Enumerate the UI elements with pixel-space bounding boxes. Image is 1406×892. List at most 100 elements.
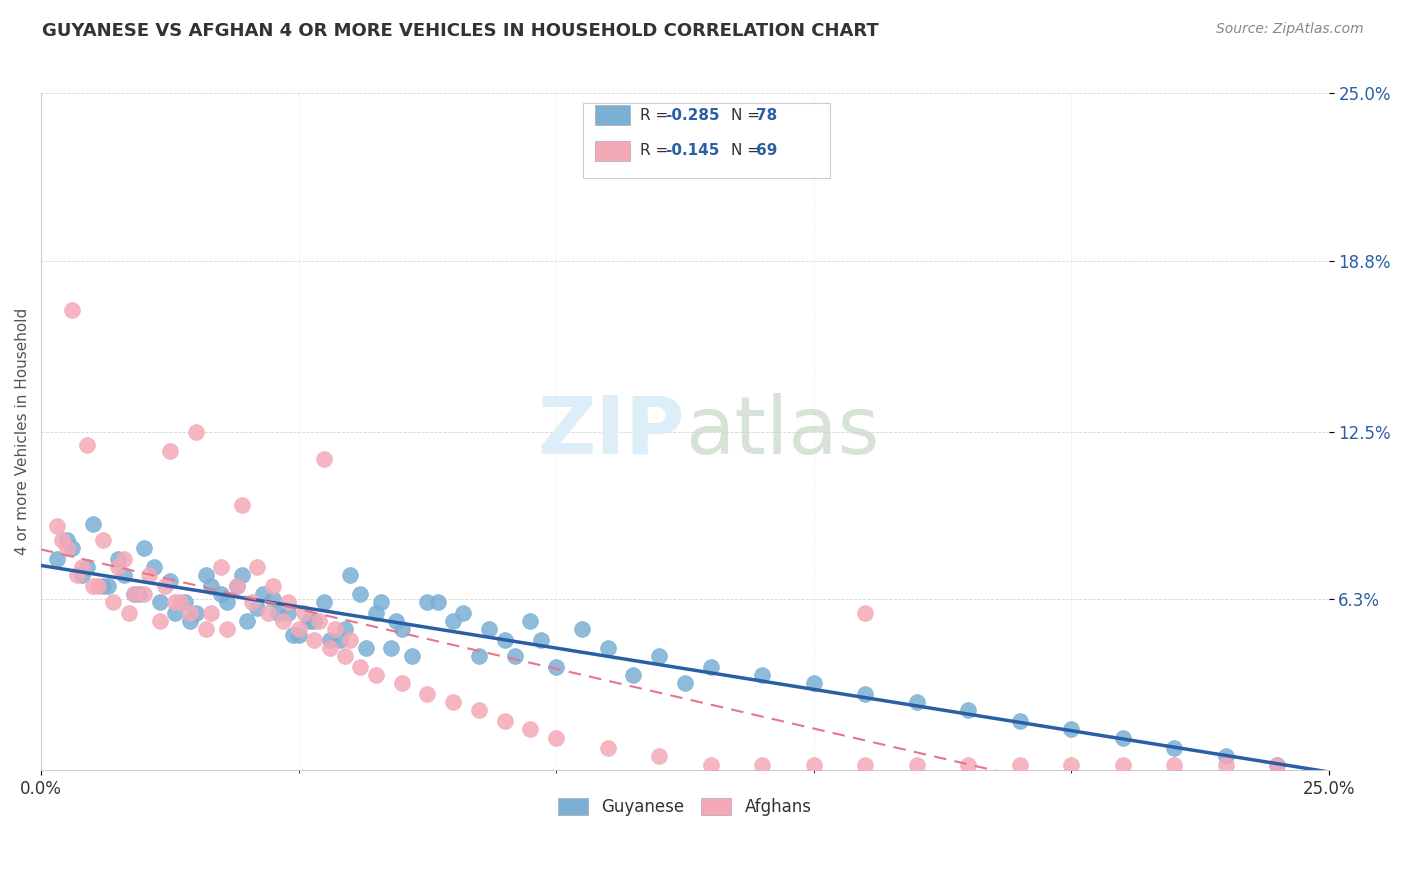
Point bbox=[426, 595, 449, 609]
Point bbox=[184, 606, 207, 620]
Point bbox=[231, 498, 253, 512]
Point bbox=[118, 606, 141, 620]
Text: 69: 69 bbox=[756, 144, 778, 158]
Point bbox=[287, 628, 309, 642]
Point bbox=[298, 614, 321, 628]
Point bbox=[169, 595, 191, 609]
Point bbox=[148, 595, 170, 609]
Point bbox=[51, 533, 73, 547]
Text: 78: 78 bbox=[756, 108, 778, 122]
Point bbox=[468, 703, 491, 717]
Point bbox=[112, 568, 135, 582]
Point bbox=[546, 660, 568, 674]
Text: N =: N = bbox=[731, 144, 765, 158]
Point bbox=[246, 600, 269, 615]
Point bbox=[256, 606, 278, 620]
Point bbox=[194, 568, 217, 582]
Point bbox=[163, 606, 186, 620]
Point bbox=[1265, 757, 1288, 772]
Point bbox=[215, 622, 238, 636]
Point bbox=[441, 614, 464, 628]
Point bbox=[699, 757, 721, 772]
Point bbox=[271, 614, 294, 628]
Point bbox=[1008, 714, 1031, 729]
Point bbox=[302, 633, 325, 648]
Point bbox=[103, 595, 125, 609]
Point bbox=[648, 749, 671, 764]
Point bbox=[163, 595, 186, 609]
Point bbox=[107, 552, 129, 566]
Point bbox=[1111, 757, 1133, 772]
Point bbox=[107, 560, 129, 574]
Point bbox=[240, 595, 263, 609]
Point bbox=[364, 668, 387, 682]
Point bbox=[323, 622, 346, 636]
Point bbox=[45, 552, 67, 566]
Point bbox=[329, 633, 352, 648]
Point bbox=[60, 302, 83, 317]
Point bbox=[453, 606, 475, 620]
Point bbox=[853, 606, 876, 620]
Point bbox=[277, 606, 299, 620]
Point bbox=[287, 622, 309, 636]
Point bbox=[174, 595, 197, 609]
Point bbox=[333, 622, 356, 636]
Point bbox=[267, 606, 290, 620]
Point bbox=[225, 579, 247, 593]
Point bbox=[905, 757, 928, 772]
Point bbox=[215, 595, 238, 609]
Point bbox=[209, 560, 232, 574]
Point bbox=[385, 614, 408, 628]
Text: GUYANESE VS AFGHAN 4 OR MORE VEHICLES IN HOUSEHOLD CORRELATION CHART: GUYANESE VS AFGHAN 4 OR MORE VEHICLES IN… bbox=[42, 22, 879, 40]
Y-axis label: 4 or more Vehicles in Household: 4 or more Vehicles in Household bbox=[15, 308, 30, 556]
Text: Source: ZipAtlas.com: Source: ZipAtlas.com bbox=[1216, 22, 1364, 37]
Point bbox=[416, 595, 439, 609]
Point bbox=[82, 579, 104, 593]
Point bbox=[519, 723, 541, 737]
Point bbox=[262, 579, 284, 593]
Point bbox=[503, 649, 526, 664]
Point bbox=[246, 560, 269, 574]
Point bbox=[571, 622, 593, 636]
Point bbox=[200, 579, 222, 593]
Point bbox=[200, 606, 222, 620]
Point bbox=[122, 587, 145, 601]
Point bbox=[72, 568, 94, 582]
Point bbox=[519, 614, 541, 628]
Point bbox=[957, 703, 980, 717]
Point bbox=[1163, 741, 1185, 756]
Point bbox=[132, 587, 155, 601]
Point bbox=[76, 560, 98, 574]
Point bbox=[546, 731, 568, 745]
Point bbox=[179, 614, 201, 628]
Point bbox=[159, 443, 181, 458]
Point bbox=[803, 676, 825, 690]
Point bbox=[314, 451, 336, 466]
Point bbox=[596, 641, 619, 656]
Text: ZIP: ZIP bbox=[537, 392, 685, 471]
Point bbox=[225, 579, 247, 593]
Point bbox=[236, 614, 259, 628]
Point bbox=[1008, 757, 1031, 772]
Point bbox=[494, 633, 516, 648]
Point bbox=[262, 592, 284, 607]
Point bbox=[339, 633, 361, 648]
Point bbox=[91, 533, 114, 547]
Point bbox=[1060, 723, 1083, 737]
Point bbox=[45, 519, 67, 533]
Point bbox=[648, 649, 671, 664]
Point bbox=[364, 606, 387, 620]
Text: atlas: atlas bbox=[685, 392, 879, 471]
Point bbox=[494, 714, 516, 729]
Point bbox=[1163, 757, 1185, 772]
Point bbox=[478, 622, 501, 636]
Point bbox=[76, 438, 98, 452]
Point bbox=[159, 574, 181, 588]
Point bbox=[751, 757, 773, 772]
Point bbox=[673, 676, 696, 690]
Point bbox=[308, 614, 330, 628]
Point bbox=[391, 622, 413, 636]
Legend: Guyanese, Afghans: Guyanese, Afghans bbox=[551, 791, 818, 822]
Point bbox=[91, 579, 114, 593]
Point bbox=[314, 595, 336, 609]
